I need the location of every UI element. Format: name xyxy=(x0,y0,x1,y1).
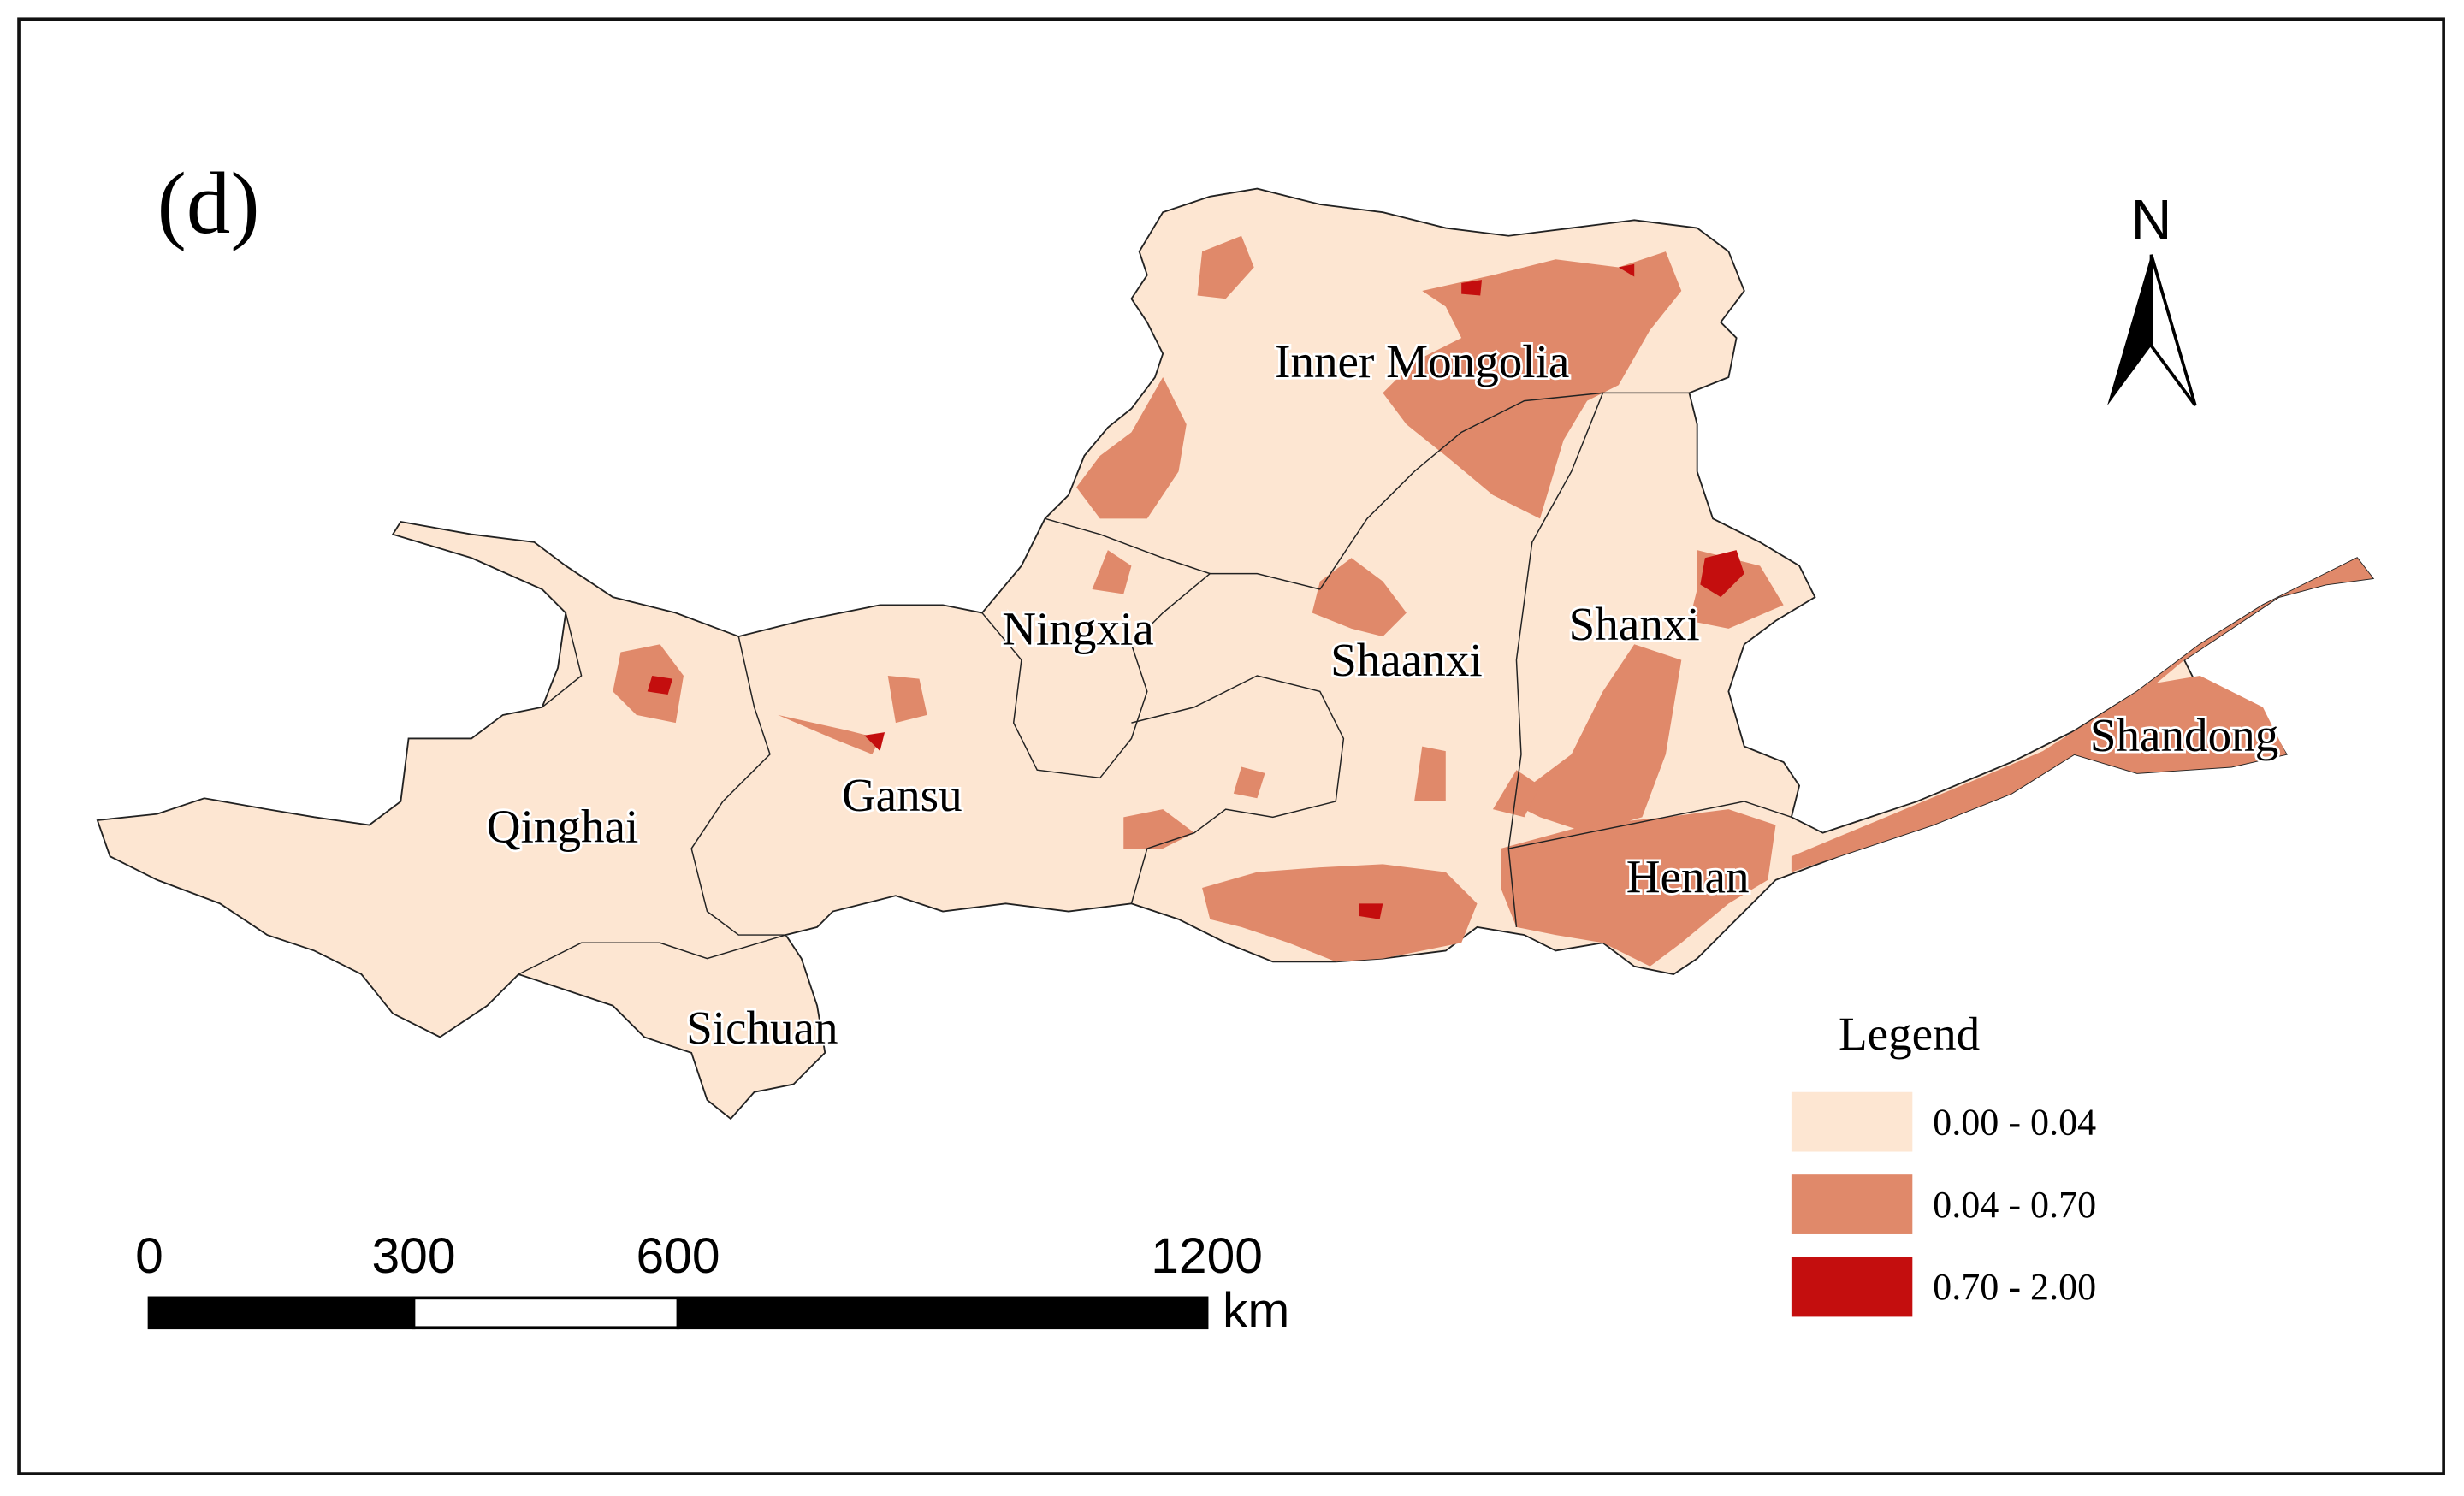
patch xyxy=(1202,864,1478,962)
region-label: Inner Mongolia xyxy=(1275,335,1569,387)
scale-label: 0 xyxy=(135,1228,163,1284)
patch xyxy=(613,644,684,724)
patch xyxy=(1618,263,1635,277)
scale-label: 600 xyxy=(637,1228,720,1284)
arrow-right xyxy=(2149,254,2197,407)
patch xyxy=(647,676,673,695)
scale-unit: km xyxy=(1223,1283,1289,1339)
legend-swatch xyxy=(1791,1174,1913,1234)
region-label: Sichuan xyxy=(686,1002,838,1054)
border xyxy=(690,636,786,936)
region-label: Shaanxi xyxy=(1330,634,1483,686)
patch xyxy=(1092,550,1132,594)
legend-swatch xyxy=(1791,1257,1913,1317)
legend-swatch xyxy=(1791,1091,1913,1152)
border xyxy=(1130,675,1345,904)
region-label: Shanxi xyxy=(1569,598,1700,650)
patch xyxy=(864,732,886,752)
patch xyxy=(2042,558,2373,752)
border xyxy=(542,612,583,708)
legend-label: 0.70 - 2.00 xyxy=(1933,1266,2096,1308)
scale-segment xyxy=(147,1296,416,1330)
border xyxy=(1045,517,1211,575)
patch xyxy=(1312,558,1407,637)
patch xyxy=(1700,550,1744,598)
basin-area xyxy=(96,187,2375,1121)
high-patches xyxy=(647,263,1744,919)
patch xyxy=(1233,766,1265,799)
north-arrow: N xyxy=(2107,188,2197,407)
patch xyxy=(1383,251,1682,519)
scale-label: 300 xyxy=(371,1228,455,1284)
patch xyxy=(887,676,927,724)
legend: Legend 0.00 - 0.04 0.04 - 0.70 0.70 - 2.00 xyxy=(1791,1008,2096,1317)
patch xyxy=(1359,903,1383,919)
frame xyxy=(17,17,2445,1475)
patch xyxy=(778,714,880,754)
region-label: Shandong xyxy=(2090,709,2278,761)
border xyxy=(981,572,1321,779)
legend-label: 0.04 - 0.70 xyxy=(1933,1184,2096,1226)
scale-label: 1200 xyxy=(1151,1228,1263,1284)
medium-patches xyxy=(613,235,2373,967)
scale-segment xyxy=(676,1296,1209,1330)
border xyxy=(518,934,786,975)
region-label: Qinghai xyxy=(487,801,638,853)
patch xyxy=(1076,377,1187,519)
panel-label: (d) xyxy=(157,155,260,252)
patch xyxy=(1501,809,1776,967)
patch xyxy=(1791,676,2287,872)
legend-title: Legend xyxy=(1839,1008,1980,1060)
patch xyxy=(1197,235,1254,299)
province-borders xyxy=(518,392,1792,975)
patch xyxy=(1508,644,1682,833)
patch xyxy=(1461,280,1483,296)
region-label: Henan xyxy=(1626,850,1750,902)
patch xyxy=(1414,746,1446,801)
border xyxy=(1508,801,1792,849)
region-labels: Inner Mongolia Ningxia Shaanxi Shanxi Qi… xyxy=(484,333,2281,1055)
region-label: Gansu xyxy=(842,769,962,821)
north-label: N xyxy=(2131,188,2172,251)
legend-label: 0.00 - 0.04 xyxy=(1933,1101,2096,1143)
region-label: Ningxia xyxy=(1002,602,1154,654)
scale-segment xyxy=(412,1296,680,1330)
basin xyxy=(96,187,2375,1121)
